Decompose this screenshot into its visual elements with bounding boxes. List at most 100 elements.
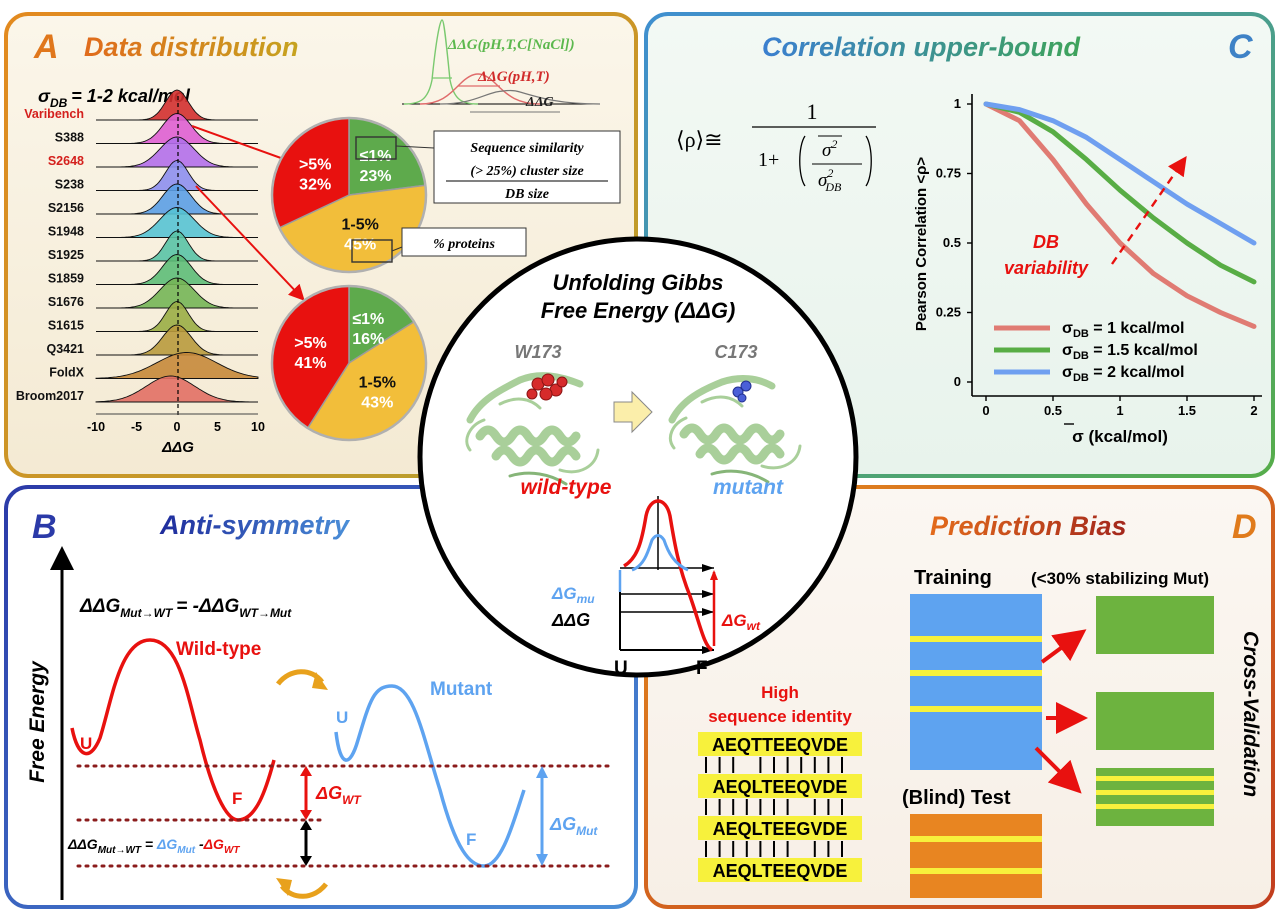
callout-seq-box bbox=[433, 130, 621, 204]
ridgeline-x-label: ΔΔG bbox=[161, 439, 194, 456]
sequence-alignment: AEQTTEEQVDE AEQLTEEQVDE AEQLTEEGVDE AEQLTEE… bbox=[698, 732, 862, 882]
center-title-line1: Unfolding Gibbs bbox=[552, 270, 723, 295]
ridge-s1859 bbox=[96, 254, 258, 285]
pie-slice-label: 1-5% bbox=[359, 374, 396, 391]
curve-label-ph-t: ΔΔG(pH,T) bbox=[477, 69, 550, 85]
w173-residue-icon bbox=[526, 373, 568, 401]
dg-wt-label: ΔGWT bbox=[315, 783, 362, 807]
center-u-label: U bbox=[614, 658, 628, 679]
s2648-pointer bbox=[195, 185, 305, 301]
wt-curve-label: Wild-type bbox=[176, 639, 261, 660]
mut-f-label: F bbox=[466, 830, 476, 849]
cv-arrow-3 bbox=[1034, 746, 1082, 794]
mut-curve-label: Mutant bbox=[430, 679, 493, 700]
cv-arrow-1 bbox=[1040, 629, 1087, 664]
test-set-rect bbox=[910, 814, 1042, 898]
pie-slice-value: 41% bbox=[294, 355, 326, 372]
panel-b-letter: B bbox=[32, 508, 57, 546]
db-variability-arrow bbox=[1111, 156, 1187, 265]
high-identity-line2: sequence identity bbox=[708, 707, 852, 726]
pie-slice-value: 16% bbox=[352, 331, 384, 348]
panel-d-title: Prediction Bias bbox=[930, 511, 1127, 541]
pie-slice-label: >5% bbox=[294, 335, 326, 352]
svg-text:σ2: σ2 bbox=[822, 137, 837, 161]
center-title-line2: Free Energy (ΔΔG) bbox=[541, 298, 736, 323]
dg-mu-label: ΔGmu bbox=[551, 584, 595, 606]
corr-x-tick: 0.5 bbox=[1044, 403, 1062, 418]
measurement-condition-curves: ΔΔG(pH,T,C[NaCl]) ΔΔG(pH,T) ΔΔG bbox=[402, 19, 601, 113]
wt-f-label: F bbox=[232, 789, 242, 808]
mut-u-label: U bbox=[336, 708, 348, 727]
high-identity-line1: High bbox=[761, 683, 799, 702]
db-variability-line2: variability bbox=[1004, 258, 1089, 278]
training-stripe bbox=[910, 706, 1042, 712]
ridge-s1948 bbox=[96, 207, 258, 238]
legend-label: σDB = 1 kcal/mol bbox=[1062, 320, 1184, 340]
dg-mut-label: ΔGMut bbox=[549, 814, 598, 838]
dataset-label: S2156 bbox=[48, 201, 84, 215]
callout-prot-connector bbox=[391, 246, 403, 252]
callout-seq-line2: (> 25%) cluster size bbox=[470, 164, 583, 179]
corr-series-line-2 bbox=[983, 101, 1257, 285]
curve-label-ph-t-nacl: ΔΔG(pH,T,C[NaCl]) bbox=[447, 37, 575, 53]
sequence-highlight bbox=[698, 774, 862, 798]
panel-d: Prediction Bias D Training (<30% stabili… bbox=[698, 508, 1262, 898]
dataset-label: S2648 bbox=[48, 154, 84, 168]
test-stripe bbox=[910, 868, 1042, 874]
dataset-label: FoldX bbox=[49, 366, 84, 380]
pie-slice-label: 1-5% bbox=[342, 217, 379, 234]
pie-slice-label: ≤1% bbox=[360, 148, 392, 165]
ridge-x-tick: 5 bbox=[214, 420, 221, 434]
c173-residue-icon bbox=[732, 380, 752, 403]
ridgeline-x-ticks: -10 -5 0 5 10 bbox=[87, 420, 265, 434]
ridge-q3421 bbox=[96, 324, 258, 356]
training-stripe bbox=[910, 636, 1042, 642]
panel-a-title: Data distribution bbox=[84, 32, 299, 62]
pie-slice-value: 45% bbox=[344, 237, 376, 254]
ridge-x-tick: -5 bbox=[131, 420, 142, 434]
corr-series-line-1 bbox=[983, 101, 1257, 329]
center-f-label: F bbox=[696, 658, 708, 679]
corr-y-tick: 1 bbox=[954, 96, 961, 111]
correlation-chart: 0 0.5 1 1.5 2 0 0.25 0.5 0.75 1 bbox=[936, 94, 1262, 418]
training-label: Training bbox=[914, 567, 992, 589]
corr-y-tick: 0.5 bbox=[943, 235, 961, 250]
svg-text:1+: 1+ bbox=[758, 149, 779, 171]
mut-residue-label: C173 bbox=[714, 342, 757, 362]
dg-wt-center-label: ΔGwt bbox=[721, 611, 761, 633]
panel-b-title: Anti-symmetry bbox=[159, 510, 351, 540]
cv-stripe bbox=[1096, 804, 1214, 809]
panel-a-letter: A bbox=[33, 28, 59, 66]
corr-x-tick: 2 bbox=[1250, 403, 1257, 418]
callout-seq-connector bbox=[395, 145, 435, 149]
svg-text:⟨ρ⟩≅: ⟨ρ⟩≅ bbox=[676, 127, 723, 152]
pie-le1-highlight bbox=[355, 136, 397, 160]
center-circle bbox=[417, 236, 859, 678]
wt-u-label: U bbox=[80, 734, 92, 753]
blind-test-label: (Blind) Test bbox=[902, 787, 1011, 809]
correlation-formula: ⟨ρ⟩≅ 1 1+ σ2 σ2 DB bbox=[676, 99, 876, 194]
dataset-label: S238 bbox=[55, 178, 84, 192]
sequence-text: AEQLTEEQVDE bbox=[713, 861, 848, 881]
corr-x-tick: 1 bbox=[1116, 403, 1123, 418]
callout-seq-line1: Sequence similarity bbox=[470, 141, 584, 156]
varibench-pointer bbox=[191, 125, 293, 163]
mutant-protein-structure bbox=[668, 375, 802, 484]
ridge-foldx bbox=[95, 352, 259, 379]
dataset-label: S1925 bbox=[48, 248, 84, 262]
cv-fold-1 bbox=[1096, 596, 1214, 654]
free-energy-label: Free Energy bbox=[26, 660, 49, 783]
pie-slice-label: ≤1% bbox=[352, 311, 384, 328]
corr-series-line-3 bbox=[983, 101, 1257, 246]
dataset-label: S1676 bbox=[48, 295, 84, 309]
sequence-highlight bbox=[698, 858, 862, 882]
antisymmetry-equation: ΔΔGMut→WT = -ΔΔGWT→Mut bbox=[79, 596, 292, 620]
dataset-label: Varibench bbox=[24, 107, 84, 121]
panel-c-letter: C bbox=[1228, 28, 1253, 66]
dataset-label: S1948 bbox=[48, 225, 84, 239]
dataset-label: Q3421 bbox=[46, 342, 84, 356]
ridge-s2156 bbox=[96, 183, 258, 215]
sequence-text: AEQTTEEQVDE bbox=[712, 735, 848, 755]
